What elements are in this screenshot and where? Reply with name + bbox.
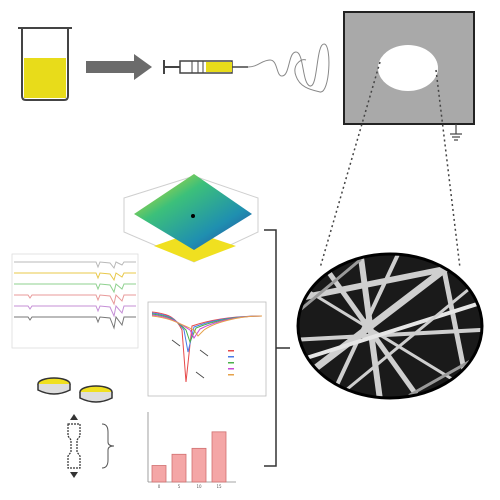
process-arrow xyxy=(86,54,152,80)
petri-dish-icon xyxy=(37,377,113,403)
bar xyxy=(171,453,187,483)
tensile-specimen-icon xyxy=(67,414,81,478)
ftir-trace xyxy=(14,261,136,270)
syringe-solution xyxy=(206,62,232,72)
dsc-curves xyxy=(151,311,263,383)
bar-tick-labels: 0 5 10 15 xyxy=(158,484,222,489)
surface-top xyxy=(134,174,252,250)
dsc-pointer xyxy=(195,371,205,379)
dsc-legend-swatch xyxy=(228,350,234,352)
bar-tick-label: 0 xyxy=(158,484,161,489)
dsc-legend-swatch xyxy=(228,356,234,358)
bar-tick-label: 5 xyxy=(178,484,181,489)
collector-plate xyxy=(343,11,475,141)
tensile-bar-chart: 0 5 10 15 xyxy=(147,412,236,489)
ftir-trace xyxy=(14,294,136,306)
tensile-bracket xyxy=(101,423,115,469)
bar xyxy=(151,465,167,483)
dsc-pointer xyxy=(199,349,209,357)
ftir-spectra xyxy=(14,261,136,330)
dsc-pointer xyxy=(171,339,181,347)
collector-opening xyxy=(378,45,438,91)
zoom-line-right xyxy=(435,69,461,269)
ftir-trace xyxy=(14,283,136,294)
syringe-icon xyxy=(163,60,248,74)
dsc-panel xyxy=(147,301,267,397)
bar-tick-label: 10 xyxy=(196,484,202,489)
fiber-jet xyxy=(247,43,330,93)
ftir-trace xyxy=(14,304,136,318)
zoom-line-left xyxy=(319,61,381,269)
bar-tick-label: 15 xyxy=(216,484,222,489)
solution-fill xyxy=(24,58,66,98)
ftir-trace xyxy=(14,315,136,330)
ftir-panel xyxy=(11,253,139,349)
ftir-trace xyxy=(14,272,136,282)
dsc-legend-swatch xyxy=(228,374,234,376)
results-bracket xyxy=(264,229,290,467)
3d-surface-icon xyxy=(123,174,259,263)
dsc-legend xyxy=(228,350,234,376)
dsc-legend-swatch xyxy=(228,362,234,364)
bar-series xyxy=(151,431,227,483)
bar xyxy=(191,447,207,483)
dsc-legend-swatch xyxy=(228,368,234,370)
bar xyxy=(211,431,227,483)
beaker-icon xyxy=(18,27,72,101)
dsc-curve xyxy=(151,315,263,337)
nanofiber-sem-icon xyxy=(296,252,484,400)
